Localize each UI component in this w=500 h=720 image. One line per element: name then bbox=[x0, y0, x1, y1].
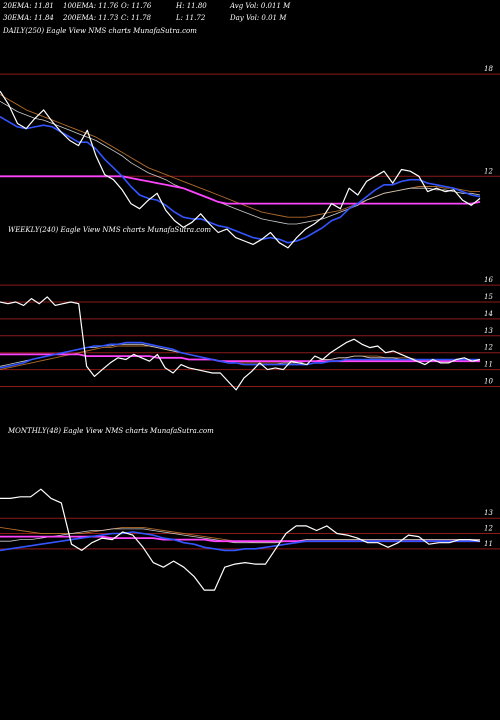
weekly-series-price-line bbox=[0, 296, 481, 391]
weekly-panel-label: WEEKLY(240) Eagle View NMS charts Munafa… bbox=[8, 226, 211, 234]
daily-tick-label: 18 bbox=[484, 65, 493, 73]
header-stat-100ema: 100EMA: 11.76 bbox=[63, 2, 119, 10]
header-stat-200ema: 200EMA: 11.73 bbox=[62, 14, 119, 22]
weekly-tick-label: 10 bbox=[484, 378, 493, 386]
weekly-tick-label: 11 bbox=[484, 361, 493, 369]
monthly-series-price-line bbox=[0, 488, 481, 591]
header-stat-30ema: 30EMA: 11.84 bbox=[3, 14, 54, 22]
header-stat-close: C: 11.78 bbox=[121, 14, 152, 22]
weekly-series-ema-brown-line bbox=[0, 345, 480, 371]
header-stats: 20EMA: 11.81 100EMA: 11.76 O: 11.76 H: 1… bbox=[2, 2, 291, 22]
monthly-tick-label: 13 bbox=[484, 509, 493, 517]
weekly-tick-label: 13 bbox=[484, 327, 493, 335]
monthly-panel-label: MONTHLY(48) Eagle View NMS charts Munafa… bbox=[7, 427, 214, 435]
daily-tick-label: 12 bbox=[484, 167, 493, 175]
header-stat-20ema: 20EMA: 11.81 bbox=[2, 2, 54, 10]
daily-series-ema-slow-line bbox=[0, 175, 481, 205]
monthly-panel: 13 12 11 bbox=[0, 488, 500, 591]
weekly-series-ema-fast-line bbox=[0, 341, 480, 369]
header-stat-high: H: 11.80 bbox=[175, 2, 207, 10]
daily-series-price-line bbox=[0, 90, 481, 249]
header-stat-avg-vol: Avg Vol: 0.011 M bbox=[229, 2, 291, 10]
monthly-tick-label: 12 bbox=[484, 525, 493, 533]
daily-series-ema-gray-line bbox=[0, 100, 481, 225]
header-stat-open: O: 11.76 bbox=[121, 2, 152, 10]
weekly-tick-label: 15 bbox=[484, 293, 493, 301]
weekly-series-ema-slow-line bbox=[0, 353, 480, 363]
weekly-tick-label: 14 bbox=[484, 310, 493, 318]
weekly-panel: 16 15 14 13 12 11 10 bbox=[0, 276, 500, 391]
monthly-series-ema-gray-line bbox=[0, 528, 480, 544]
header-stat-day-vol: Day Vol: 0.01 M bbox=[229, 14, 287, 22]
monthly-tick-label: 11 bbox=[484, 540, 493, 548]
weekly-tick-label: 16 bbox=[484, 276, 493, 284]
header-stat-low: L: 11.72 bbox=[175, 14, 206, 22]
weekly-tick-label: 12 bbox=[484, 344, 493, 352]
daily-panel-label: DAILY(250) Eagle View NMS charts MunafaS… bbox=[2, 27, 197, 35]
